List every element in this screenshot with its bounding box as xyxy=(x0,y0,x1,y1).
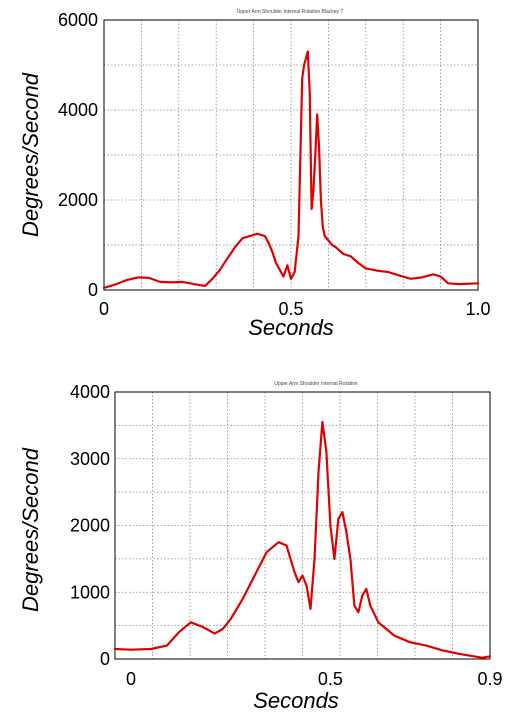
y-tick-label: 1000 xyxy=(70,582,110,602)
y-tick-label: 6000 xyxy=(58,10,98,30)
y-tick-label: 4000 xyxy=(58,100,98,120)
chart-1-grid xyxy=(104,20,478,290)
y-tick-label: 0 xyxy=(88,280,98,300)
y-tick-label: 4000 xyxy=(70,382,110,402)
chart-2-title: Upper Arm Shoulder Internal Rotation xyxy=(274,381,358,387)
x-tick-label: 0 xyxy=(99,299,109,319)
series-line xyxy=(102,50,480,289)
y-tick-label: 3000 xyxy=(70,449,110,469)
chart-1-frame xyxy=(103,19,479,291)
chart-1: Upper Arm Shoulder Internal Rotation Bla… xyxy=(18,9,491,340)
y-tick-label: 2000 xyxy=(58,190,98,210)
chart-1-x-ticks: 0 0.5 1.0 xyxy=(99,299,491,319)
x-tick-label: 0 xyxy=(126,669,136,689)
chart-1-x-axis-label: Seconds xyxy=(248,315,334,340)
chart-2-frame xyxy=(114,391,491,660)
chart-2-x-axis-label: Seconds xyxy=(253,688,339,713)
chart-2-grid xyxy=(115,392,490,659)
x-tick-label: 0.9 xyxy=(477,669,502,689)
chart-1-title: Upper Arm Shoulder Internal Rotation Bla… xyxy=(237,9,344,15)
chart-1-series xyxy=(102,50,480,289)
x-tick-label: 0.5 xyxy=(278,299,303,319)
chart-2-x-ticks: 0 0.5 0.9 xyxy=(126,669,503,689)
x-tick-label: 0.5 xyxy=(318,669,343,689)
chart-1-y-axis-label: Degrees/Second xyxy=(18,72,43,237)
chart-2: Upper Arm Shoulder Internal Rotation 0 10… xyxy=(18,381,503,713)
chart-2-y-axis-label: Degrees/Second xyxy=(18,447,43,612)
chart-2-y-ticks: 0 1000 2000 3000 4000 xyxy=(70,382,110,669)
series-line xyxy=(113,420,492,659)
x-tick-label: 1.0 xyxy=(465,299,490,319)
chart-1-y-ticks: 0 2000 4000 6000 xyxy=(58,10,98,300)
y-tick-label: 2000 xyxy=(70,516,110,536)
chart-2-series xyxy=(113,420,492,659)
y-tick-label: 0 xyxy=(100,649,110,669)
